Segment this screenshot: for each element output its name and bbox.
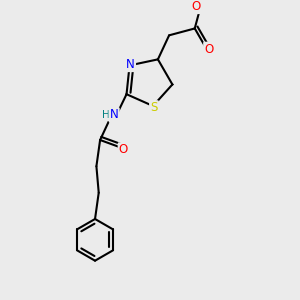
- Text: O: O: [119, 143, 128, 157]
- Text: N: N: [126, 58, 135, 71]
- Text: N: N: [110, 109, 118, 122]
- Text: S: S: [150, 101, 158, 114]
- Text: H: H: [102, 110, 110, 120]
- Text: O: O: [192, 0, 201, 13]
- Text: O: O: [204, 43, 214, 56]
